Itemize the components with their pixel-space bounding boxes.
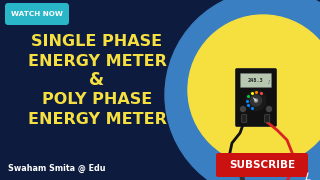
Circle shape <box>251 95 261 106</box>
Text: 248.3: 248.3 <box>247 78 263 84</box>
FancyBboxPatch shape <box>242 115 247 122</box>
Circle shape <box>241 107 245 111</box>
Text: ∫: ∫ <box>268 79 270 83</box>
Text: &: & <box>89 71 105 89</box>
FancyBboxPatch shape <box>236 69 276 127</box>
Text: Swaham Smita @ Edu: Swaham Smita @ Edu <box>8 163 106 173</box>
FancyBboxPatch shape <box>241 73 271 87</box>
Text: ENERGY METER: ENERGY METER <box>28 111 166 127</box>
Text: SINGLE PHASE: SINGLE PHASE <box>31 35 163 50</box>
Circle shape <box>165 0 320 180</box>
FancyBboxPatch shape <box>265 115 270 122</box>
FancyBboxPatch shape <box>5 3 69 25</box>
FancyBboxPatch shape <box>216 153 308 177</box>
Circle shape <box>254 99 258 102</box>
Text: WATCH NOW: WATCH NOW <box>11 11 63 17</box>
Circle shape <box>267 107 271 111</box>
Circle shape <box>246 91 266 111</box>
Circle shape <box>188 15 320 165</box>
Text: ENERGY METER: ENERGY METER <box>28 55 166 69</box>
Text: SUBSCRIBE: SUBSCRIBE <box>229 160 295 170</box>
Text: POLY PHASE: POLY PHASE <box>42 91 152 107</box>
